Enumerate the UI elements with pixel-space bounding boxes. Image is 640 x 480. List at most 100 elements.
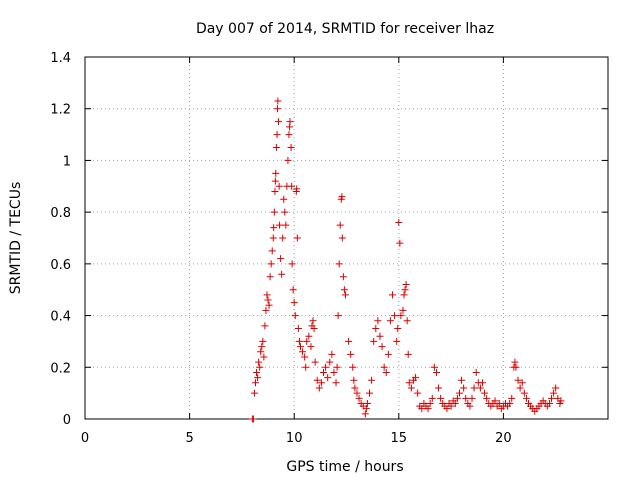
data-point xyxy=(458,376,466,384)
data-point xyxy=(250,389,258,397)
data-point xyxy=(289,286,297,294)
y-axis-label: SRMTID / TECUs xyxy=(8,182,24,295)
data-point xyxy=(339,273,347,281)
data-point xyxy=(295,337,303,345)
data-point xyxy=(511,358,519,366)
y-tick-label: 0.6 xyxy=(50,258,71,273)
chart-title: Day 007 of 2014, SRMTID for receiver lha… xyxy=(196,21,494,37)
data-point xyxy=(288,182,296,190)
data-point xyxy=(273,131,281,139)
data-point xyxy=(516,384,524,392)
data-point xyxy=(272,169,280,177)
x-tick-label: 0 xyxy=(81,431,89,446)
data-point xyxy=(301,353,309,361)
data-point xyxy=(430,363,438,371)
data-point xyxy=(453,394,461,402)
data-point xyxy=(309,317,317,325)
data-point xyxy=(270,208,278,216)
x-tick-label: 15 xyxy=(391,431,408,446)
data-point xyxy=(382,368,390,376)
data-point xyxy=(437,394,445,402)
data-point xyxy=(255,358,263,366)
data-point xyxy=(275,118,283,126)
data-point xyxy=(276,221,284,229)
y-tick-label: 1 xyxy=(63,154,71,169)
data-point xyxy=(282,221,290,229)
data-point xyxy=(270,224,278,232)
data-points xyxy=(248,97,565,423)
x-axis-label: GPS time / hours xyxy=(286,459,403,475)
data-point xyxy=(512,363,520,371)
data-point xyxy=(277,255,285,263)
data-point xyxy=(393,337,401,345)
data-point xyxy=(545,399,553,407)
data-point xyxy=(319,368,327,376)
y-tick-label: 0 xyxy=(63,413,71,428)
data-point xyxy=(462,394,470,402)
data-point xyxy=(548,394,556,402)
data-point xyxy=(478,379,486,387)
data-point xyxy=(405,379,413,387)
data-point xyxy=(294,325,302,332)
data-point xyxy=(418,405,426,413)
data-point xyxy=(349,363,357,371)
data-point xyxy=(414,389,422,397)
data-point xyxy=(394,325,402,332)
data-point xyxy=(311,358,319,366)
data-point xyxy=(284,156,292,164)
data-point xyxy=(281,208,289,216)
data-point xyxy=(428,394,436,402)
data-point xyxy=(435,384,443,392)
data-point xyxy=(269,234,277,242)
data-point xyxy=(404,350,412,358)
data-point xyxy=(384,350,392,358)
data-point xyxy=(483,394,491,402)
y-tick-label: 0.2 xyxy=(50,361,71,376)
data-point xyxy=(557,397,565,405)
data-point xyxy=(275,182,283,190)
data-point xyxy=(287,144,295,151)
data-point xyxy=(257,348,265,356)
data-point xyxy=(362,405,370,413)
data-point xyxy=(315,384,323,392)
data-point xyxy=(279,234,287,242)
data-point xyxy=(363,399,371,407)
data-point xyxy=(468,394,476,402)
data-point xyxy=(353,389,361,397)
data-point xyxy=(374,317,382,325)
data-point xyxy=(334,312,342,320)
data-point xyxy=(386,317,394,325)
data-point xyxy=(370,337,378,345)
data-point xyxy=(278,270,286,278)
data-point xyxy=(285,131,293,139)
data-point xyxy=(249,415,257,423)
data-point xyxy=(400,291,408,299)
data-point xyxy=(271,177,279,185)
data-point xyxy=(443,405,451,413)
data-point xyxy=(347,350,355,358)
data-point xyxy=(368,376,376,384)
data-point xyxy=(259,337,267,345)
data-point xyxy=(254,374,262,382)
data-point xyxy=(291,312,299,320)
data-point xyxy=(271,187,279,195)
data-point xyxy=(338,193,346,201)
data-point xyxy=(514,376,522,384)
data-point xyxy=(332,379,340,387)
data-point xyxy=(253,368,261,376)
x-tick-label: 20 xyxy=(495,431,512,446)
y-tick-label: 1.2 xyxy=(50,103,71,118)
data-point xyxy=(262,306,270,314)
data-point xyxy=(333,363,341,371)
data-point xyxy=(466,402,474,410)
data-point xyxy=(372,325,380,332)
data-point xyxy=(491,397,499,405)
data-point xyxy=(310,325,318,332)
data-point xyxy=(508,394,516,402)
data-point xyxy=(303,337,311,345)
data-point xyxy=(552,384,560,392)
data-point xyxy=(455,389,463,397)
data-point xyxy=(338,234,346,242)
data-point xyxy=(267,260,275,268)
data-point xyxy=(266,273,274,281)
